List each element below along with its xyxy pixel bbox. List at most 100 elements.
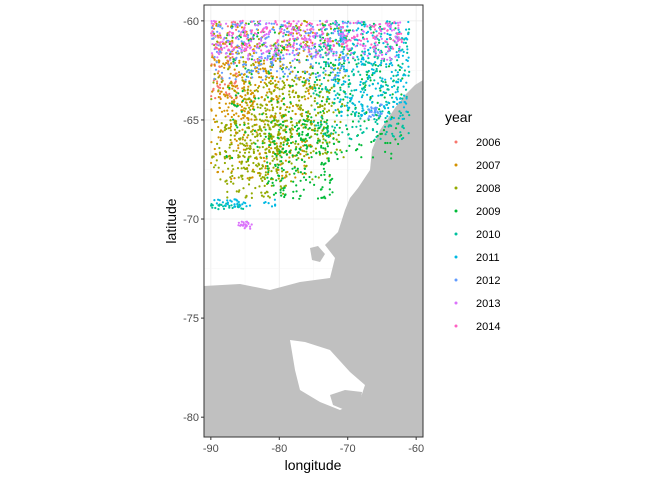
data-point bbox=[238, 59, 241, 62]
data-point bbox=[324, 24, 327, 27]
data-point bbox=[265, 83, 268, 86]
data-point bbox=[272, 26, 275, 29]
data-point bbox=[394, 127, 398, 130]
data-point bbox=[295, 53, 298, 56]
data-point bbox=[334, 80, 337, 83]
data-point bbox=[243, 34, 246, 38]
data-point bbox=[395, 96, 398, 99]
data-point bbox=[252, 100, 255, 103]
x-axis-title: longitude bbox=[285, 457, 342, 473]
data-point bbox=[384, 125, 387, 128]
data-point bbox=[333, 126, 336, 129]
data-point bbox=[263, 30, 266, 33]
data-point bbox=[280, 44, 284, 47]
data-point bbox=[350, 89, 353, 92]
legend-label: 2014 bbox=[476, 321, 500, 333]
data-point bbox=[236, 126, 239, 129]
data-point bbox=[263, 184, 266, 187]
data-point bbox=[401, 77, 404, 80]
data-point bbox=[328, 173, 331, 177]
data-point bbox=[238, 123, 242, 126]
data-point bbox=[319, 39, 322, 42]
data-point bbox=[293, 58, 296, 61]
data-point bbox=[360, 144, 363, 147]
data-point bbox=[220, 65, 223, 68]
data-point bbox=[340, 105, 343, 108]
data-point bbox=[268, 196, 271, 199]
data-point bbox=[346, 101, 349, 104]
data-point bbox=[253, 170, 256, 173]
data-point bbox=[350, 36, 354, 40]
data-point bbox=[260, 96, 263, 99]
data-point bbox=[350, 138, 353, 141]
data-point bbox=[227, 33, 230, 36]
data-point bbox=[376, 43, 379, 47]
data-point bbox=[352, 56, 355, 59]
data-point bbox=[389, 26, 392, 29]
data-point bbox=[277, 32, 281, 35]
data-point bbox=[345, 40, 349, 43]
data-point bbox=[320, 115, 323, 119]
data-point bbox=[277, 148, 281, 151]
data-point bbox=[225, 22, 228, 25]
data-point bbox=[334, 39, 337, 42]
data-point bbox=[332, 54, 335, 57]
data-point bbox=[217, 51, 220, 54]
data-point bbox=[280, 68, 283, 71]
data-point bbox=[303, 39, 306, 42]
data-point bbox=[259, 80, 262, 84]
data-point bbox=[264, 192, 267, 195]
data-point bbox=[211, 43, 214, 46]
data-point bbox=[271, 106, 274, 109]
data-point bbox=[396, 21, 399, 24]
data-point bbox=[283, 72, 286, 75]
data-point bbox=[390, 70, 393, 74]
data-point bbox=[309, 151, 312, 154]
data-point bbox=[333, 90, 336, 93]
data-point bbox=[303, 123, 306, 126]
data-point bbox=[240, 117, 243, 120]
data-point bbox=[252, 161, 255, 165]
data-point bbox=[219, 41, 222, 44]
data-point bbox=[360, 63, 363, 66]
data-point bbox=[336, 96, 339, 100]
data-point bbox=[229, 119, 232, 122]
data-point bbox=[268, 22, 271, 25]
data-point bbox=[317, 124, 320, 127]
data-point bbox=[230, 96, 233, 99]
data-point bbox=[350, 47, 354, 50]
legend-label: 2007 bbox=[476, 160, 500, 172]
data-point bbox=[279, 191, 282, 194]
data-point bbox=[292, 190, 295, 193]
data-point bbox=[306, 28, 309, 31]
data-point bbox=[241, 142, 244, 145]
data-point bbox=[281, 88, 284, 91]
data-point bbox=[283, 136, 286, 139]
data-point bbox=[366, 40, 369, 43]
data-point bbox=[298, 60, 301, 63]
data-point bbox=[343, 39, 346, 42]
data-point bbox=[302, 84, 305, 87]
data-point bbox=[292, 37, 295, 41]
data-point bbox=[341, 32, 344, 35]
data-point bbox=[230, 44, 233, 47]
data-point bbox=[364, 84, 367, 87]
data-point bbox=[294, 112, 297, 116]
data-point bbox=[304, 70, 307, 73]
data-point bbox=[375, 135, 378, 138]
data-point bbox=[267, 49, 270, 52]
data-point bbox=[404, 88, 408, 91]
data-point bbox=[397, 64, 400, 67]
data-point bbox=[229, 72, 232, 75]
data-point bbox=[255, 89, 258, 92]
data-point bbox=[290, 180, 293, 183]
data-point bbox=[238, 24, 241, 27]
data-point bbox=[380, 84, 383, 87]
data-point bbox=[217, 36, 220, 39]
data-point bbox=[386, 22, 389, 25]
data-point bbox=[223, 63, 226, 66]
data-point bbox=[257, 68, 260, 71]
data-point bbox=[246, 144, 249, 147]
data-point bbox=[224, 180, 227, 183]
data-point bbox=[243, 97, 246, 100]
